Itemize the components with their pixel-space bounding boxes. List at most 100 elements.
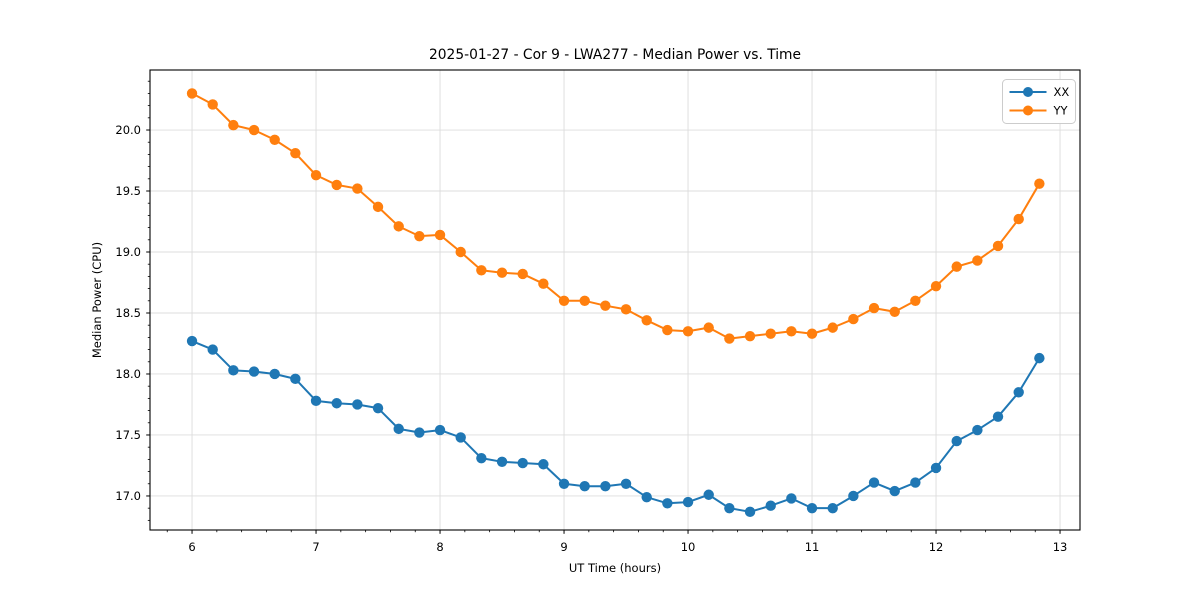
data-point (889, 485, 900, 497)
x-tick-label: 10 (681, 540, 696, 554)
data-point (682, 496, 694, 508)
data-point (228, 119, 239, 131)
data-point (744, 506, 756, 518)
data-point (517, 457, 528, 469)
data-point (558, 295, 570, 306)
data-point (827, 502, 838, 514)
data-point (724, 502, 735, 514)
data-point (620, 304, 632, 315)
data-point (186, 335, 198, 347)
y-tick-label: 19.5 (115, 184, 141, 198)
data-point (1034, 178, 1045, 189)
plot-border (149, 69, 1081, 531)
x-tick-label: 7 (312, 540, 319, 554)
data-point (910, 295, 921, 306)
data-point (951, 435, 962, 447)
data-point (186, 88, 198, 99)
data-point (1034, 352, 1045, 364)
data-point (806, 328, 818, 339)
chart-title: 2025-01-27 - Cor 9 - LWA277 - Median Pow… (429, 47, 801, 63)
data-point (228, 365, 239, 376)
data-point (848, 490, 859, 502)
data-point (600, 481, 611, 492)
data-point (434, 424, 446, 436)
data-point (414, 427, 425, 438)
data-point (703, 489, 714, 500)
data-point (662, 498, 673, 509)
data-point (1013, 213, 1024, 225)
data-point (972, 424, 983, 436)
data-point (786, 493, 797, 504)
x-tick-label: 11 (805, 540, 820, 554)
x-tick-label: 6 (188, 540, 195, 554)
data-point (641, 491, 652, 503)
y-tick-label: 18.5 (115, 306, 141, 320)
data-point (579, 295, 590, 306)
data-point (248, 366, 260, 377)
data-point (331, 398, 342, 409)
y-tick-label: 17.0 (115, 489, 141, 503)
data-point (827, 322, 838, 333)
data-point (910, 477, 921, 488)
data-point (352, 399, 363, 410)
y-tick-label: 17.5 (115, 428, 141, 442)
data-point (331, 179, 342, 191)
data-point (1013, 387, 1024, 398)
y-tick-label: 20.0 (115, 123, 141, 137)
x-tick-label: 8 (436, 540, 443, 554)
data-point (744, 330, 756, 342)
data-point (414, 230, 425, 242)
data-point (806, 502, 818, 514)
data-point (290, 147, 301, 159)
data-point (724, 333, 735, 344)
data-point (310, 169, 322, 181)
data-point (765, 328, 776, 339)
data-point (455, 432, 466, 443)
data-point (310, 395, 322, 407)
y-tick-label: 18.0 (115, 367, 141, 381)
data-point (538, 459, 549, 470)
data-point (372, 201, 384, 213)
x-tick-label: 12 (929, 540, 944, 554)
data-point (269, 134, 280, 145)
data-point (682, 326, 694, 337)
legend-label: YY (1053, 103, 1069, 117)
data-point (207, 344, 218, 355)
data-point (848, 313, 859, 325)
data-point (393, 423, 404, 435)
x-axis-label: UT Time (hours) (568, 561, 662, 575)
y-tick-label: 19.0 (115, 245, 141, 259)
data-point (434, 229, 446, 241)
data-point (579, 481, 590, 492)
data-point (930, 280, 942, 292)
data-point (517, 268, 528, 280)
data-point (992, 411, 1004, 422)
data-point (393, 221, 404, 232)
data-point (620, 478, 632, 489)
data-point (786, 326, 797, 337)
series-XX (186, 335, 1045, 518)
data-point (930, 462, 942, 474)
data-point (972, 255, 983, 266)
legend-box (1002, 79, 1076, 124)
legend-label: XX (1054, 85, 1070, 99)
data-point (600, 300, 611, 311)
data-point (889, 306, 900, 317)
x-tick-label: 9 (560, 540, 567, 554)
series-YY (186, 88, 1045, 344)
data-point (765, 500, 776, 511)
data-point (352, 183, 363, 194)
data-point (868, 302, 880, 314)
legend-sample-marker (1023, 105, 1033, 116)
data-point (248, 124, 260, 136)
data-point (372, 402, 384, 414)
data-point (868, 477, 880, 488)
data-point (641, 315, 652, 326)
data-point (538, 278, 549, 289)
legend-sample-marker (1023, 87, 1033, 97)
data-point (992, 240, 1004, 252)
data-point (455, 246, 466, 258)
data-point (496, 267, 508, 278)
